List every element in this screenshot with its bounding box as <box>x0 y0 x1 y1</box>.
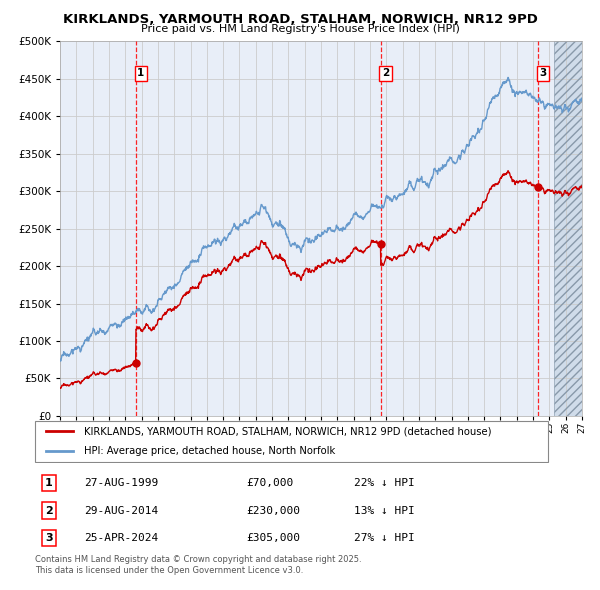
FancyBboxPatch shape <box>35 421 548 463</box>
Text: 22% ↓ HPI: 22% ↓ HPI <box>354 478 415 488</box>
Text: 27-AUG-1999: 27-AUG-1999 <box>84 478 158 488</box>
Text: 2: 2 <box>45 506 53 516</box>
Text: 29-AUG-2014: 29-AUG-2014 <box>84 506 158 516</box>
Text: Price paid vs. HM Land Registry's House Price Index (HPI): Price paid vs. HM Land Registry's House … <box>140 24 460 34</box>
Text: KIRKLANDS, YARMOUTH ROAD, STALHAM, NORWICH, NR12 9PD: KIRKLANDS, YARMOUTH ROAD, STALHAM, NORWI… <box>62 13 538 26</box>
Text: KIRKLANDS, YARMOUTH ROAD, STALHAM, NORWICH, NR12 9PD (detached house): KIRKLANDS, YARMOUTH ROAD, STALHAM, NORWI… <box>84 427 491 436</box>
Text: £305,000: £305,000 <box>246 533 300 543</box>
Text: £230,000: £230,000 <box>246 506 300 516</box>
Text: £70,000: £70,000 <box>246 478 293 488</box>
Text: 3: 3 <box>539 68 547 78</box>
Text: Contains HM Land Registry data © Crown copyright and database right 2025.
This d: Contains HM Land Registry data © Crown c… <box>35 555 362 575</box>
Text: 2: 2 <box>382 68 389 78</box>
Bar <box>554 41 582 416</box>
Text: 1: 1 <box>45 478 53 488</box>
Text: HPI: Average price, detached house, North Norfolk: HPI: Average price, detached house, Nort… <box>84 446 335 455</box>
Text: 3: 3 <box>45 533 53 543</box>
Text: 27% ↓ HPI: 27% ↓ HPI <box>354 533 415 543</box>
Text: 1: 1 <box>137 68 145 78</box>
Text: 13% ↓ HPI: 13% ↓ HPI <box>354 506 415 516</box>
Text: 25-APR-2024: 25-APR-2024 <box>84 533 158 543</box>
